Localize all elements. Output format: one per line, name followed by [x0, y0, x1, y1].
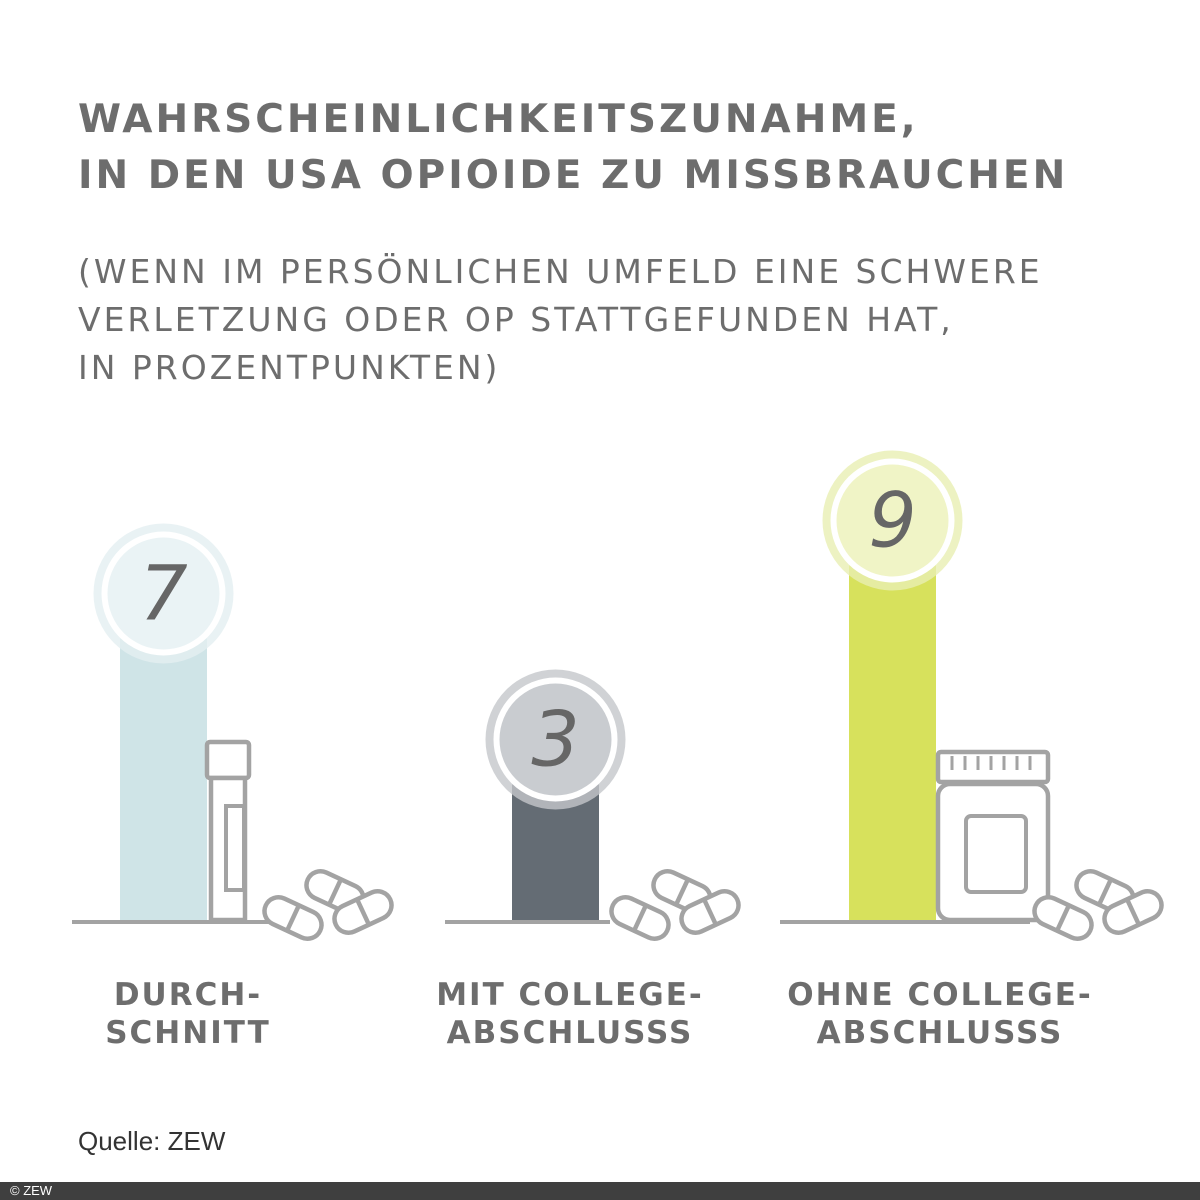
pill-divider — [674, 878, 690, 906]
category-label-line: SCHNITT — [105, 1015, 271, 1051]
category-label-line: ABSCHLUSSS — [816, 1015, 1064, 1051]
title-line: WAHRSCHEINLICHKEITSZUNAHME, — [78, 97, 919, 142]
pill-divider — [285, 904, 301, 932]
vial-label — [224, 804, 246, 892]
subtitle-line: VERLETZUNG ODER OP STATTGEFUNDEN HAT, — [78, 300, 954, 339]
chart-subtitle: (WENN IM PERSÖNLICHEN UMFELD EINE SCHWER… — [78, 248, 1043, 392]
pill-icon — [679, 888, 741, 936]
pill-icon — [1102, 888, 1164, 936]
bottle-label — [964, 814, 1028, 894]
category-label-line: MIT COLLEGE- — [436, 977, 704, 1013]
bar-2 — [849, 565, 936, 922]
pills-icon — [609, 868, 741, 942]
value-circle — [836, 464, 949, 577]
category-label-ohne-college: OHNE COLLEGE- ABSCHLUSSS — [780, 976, 1100, 1052]
category-label-line: OHNE COLLEGE- — [787, 977, 1093, 1013]
pill-icon — [332, 888, 394, 936]
category-label-durchschnitt: DURCH- SCHNITT — [28, 976, 348, 1052]
category-label-mit-college: MIT COLLEGE- ABSCHLUSSS — [410, 976, 730, 1052]
subtitle-line: IN PROZENTPUNKTEN) — [78, 348, 501, 387]
pills-icon — [1032, 868, 1164, 942]
vial-icon — [204, 739, 252, 923]
pill-bottle-icon — [935, 749, 1051, 923]
value-circle — [107, 537, 220, 650]
bottle-body — [935, 781, 1051, 923]
source-note: Quelle: ZEW — [78, 1126, 226, 1156]
pill-divider — [1125, 898, 1141, 926]
pill-icon — [262, 894, 324, 942]
pill-divider — [327, 878, 343, 906]
pills-icon — [262, 868, 394, 942]
bar-0 — [120, 638, 207, 922]
title-line: IN DEN USA OPIOIDE ZU MISSBRAUCHEN — [78, 153, 1069, 198]
value-label: 3 — [531, 695, 579, 784]
subtitle-line: (WENN IM PERSÖNLICHEN UMFELD EINE SCHWER… — [78, 252, 1043, 291]
pill-divider — [1055, 904, 1071, 932]
copyright-footer: © ZEW — [0, 1182, 1200, 1200]
category-label-line: ABSCHLUSSS — [446, 1015, 694, 1051]
pill-divider — [632, 904, 648, 932]
value-label: 7 — [139, 549, 187, 638]
pill-divider — [702, 898, 718, 926]
value-circle — [499, 683, 612, 796]
vial-cap — [204, 739, 252, 781]
value-label: 9 — [868, 476, 916, 565]
chart-title: WAHRSCHEINLICHKEITSZUNAHME, IN DEN USA O… — [78, 92, 1068, 204]
pill-icon — [1032, 894, 1094, 942]
pill-icon — [609, 894, 671, 942]
pill-divider — [1097, 878, 1113, 906]
category-label-line: DURCH- — [113, 977, 263, 1013]
pill-divider — [355, 898, 371, 926]
